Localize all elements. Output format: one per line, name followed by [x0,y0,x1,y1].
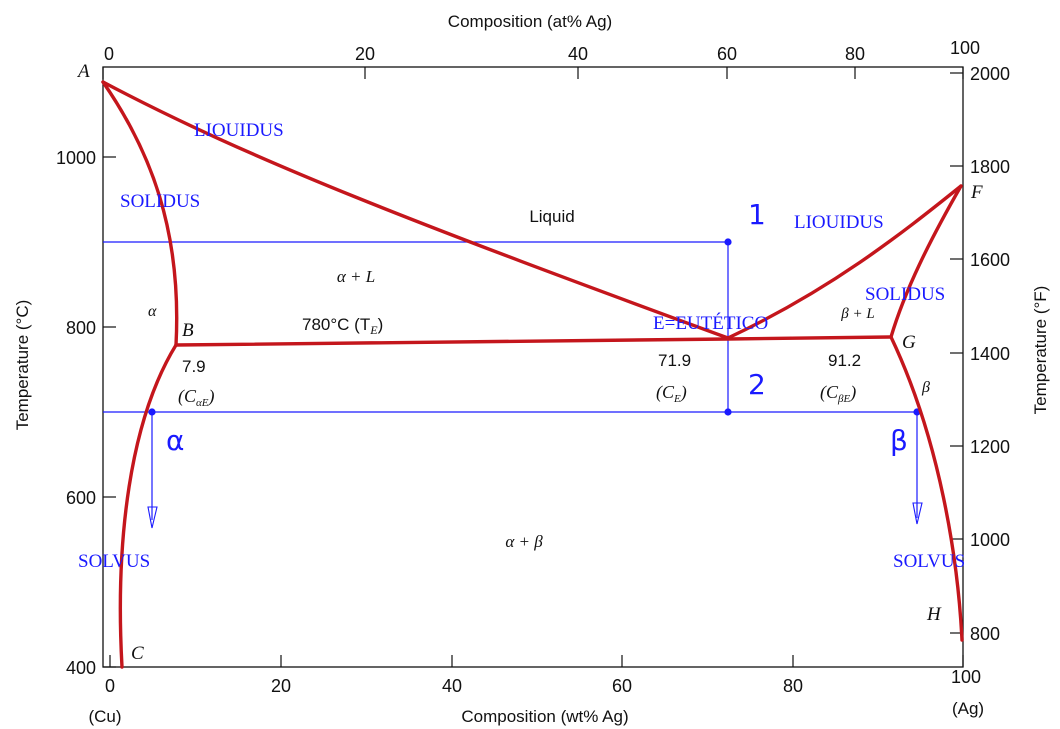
bottom-ticks [109,655,964,667]
liquidus-right-curve [726,184,963,340]
state-point-2 [724,408,732,416]
annotation-solidus-left: SOLIDUS [120,191,200,212]
right-tick-label: 1400 [970,344,1010,364]
top-tick-label: 20 [355,44,375,64]
liquidus-left-curve [101,80,730,340]
point-label-h: H [926,604,942,625]
top-tick-label: 80 [845,44,865,64]
left-tick-label: 600 [66,488,96,508]
region-label-beta: β [921,379,930,396]
beta-arrow-head [912,502,923,525]
left-tick-label: 800 [66,318,96,338]
right-tick-label: 1000 [970,530,1010,550]
alpha-composition-point [148,408,156,416]
annotation-state-1: 1 [748,198,766,231]
region-label-liquid: Liquid [529,207,574,226]
bottom-tick-label: 80 [783,676,803,696]
phase-boundaries [101,80,964,669]
c-e-label: (CE) [656,382,687,405]
bottom-axis-title: Composition (wt% Ag) [461,707,628,726]
c-alpha-label-close: ) [208,386,215,407]
state-point-1 [724,238,732,246]
c-beta-label-main: (C [820,382,839,403]
right-tick-label: 800 [970,624,1000,644]
region-label-alpha: α [148,303,157,320]
region-label-alpha-beta: α + β [505,532,543,551]
left-axis-title: Temperature (°C) [13,300,32,431]
left-ticks [103,156,116,668]
c-beta-label-sub: βE [837,393,850,405]
annotation-solidus-right: SOLIDUS [865,284,945,305]
right-tick-label: 2000 [970,64,1010,84]
right-tick-label: 1600 [970,250,1010,270]
c-e-value: 71.9 [658,351,691,370]
c-beta-value: 91.2 [828,351,861,370]
c-alpha-value: 7.9 [182,357,206,376]
annotation-liquidus-right: LIOUIDUS [794,212,884,233]
eutectic-temp-text: 780°C (T [302,315,370,334]
bottom-tick-label: 40 [442,676,462,696]
top-ticks [102,67,964,79]
top-axis-title: Composition (at% Ag) [448,12,612,31]
left-tick-label: 1000 [56,148,96,168]
annotation-eutectic-name: E=EUTÉTICO [653,312,768,334]
bottom-right-element-label: (Ag) [952,699,984,718]
solidus-right-curve [889,184,963,339]
annotation-alpha-mark: α [166,424,184,457]
point-label-c: C [131,643,144,664]
solidus-left-curve [101,80,179,347]
point-label-g: G [902,332,916,353]
annotation-state-2: 2 [748,368,766,401]
c-beta-label-close: ) [849,382,856,403]
top-tick-label: 100 [950,38,980,58]
bottom-tick-label: 20 [271,676,291,696]
bottom-left-element-label: (Cu) [88,707,121,726]
solvus-left-curve [118,343,178,669]
right-axis-title: Temperature (°F) [1031,286,1050,415]
region-label-alpha-l: α + L [337,267,375,286]
solvus-right-curve [889,335,964,642]
eutectic-temp-close: ) [378,315,384,334]
c-beta-label: (CβE) [820,382,856,405]
bottom-tick-label: 60 [612,676,632,696]
annotation-beta-mark: β [890,424,908,457]
point-label-a: A [76,61,90,82]
top-tick-label: 40 [568,44,588,64]
arrow-heads [147,502,923,529]
plot-frame [102,66,964,668]
annotation-solvus-left: SOLVUS [78,551,150,572]
bottom-tick-label: 100 [951,667,981,687]
c-e-label-close: ) [680,382,687,403]
c-e-label-sub: E [673,393,681,405]
tie-lines [103,241,918,520]
region-label-beta-l: β + L [840,306,874,322]
top-tick-label: 60 [717,44,737,64]
point-label-f: F [970,182,983,203]
annotation-liquidus-left: LIOUIDUS [194,120,284,141]
annotation-solvus-right: SOLVUS [893,551,965,572]
c-alpha-label: (CαE) [178,386,215,409]
right-tick-label: 1200 [970,437,1010,457]
right-tick-label: 1800 [970,157,1010,177]
top-tick-label: 0 [104,44,114,64]
c-alpha-label-main: (C [178,386,197,407]
left-tick-label: 400 [66,658,96,678]
eutectic-temperature-label: 780°C (TE) [302,315,383,337]
c-alpha-label-sub: αE [196,397,209,409]
c-e-label-main: (C [656,382,675,403]
alpha-arrow-head [147,506,158,529]
eutectic-isotherm [174,335,893,347]
point-label-b: B [182,320,194,341]
bottom-tick-label: 0 [105,676,115,696]
eutectic-temp-sub: E [369,323,378,337]
